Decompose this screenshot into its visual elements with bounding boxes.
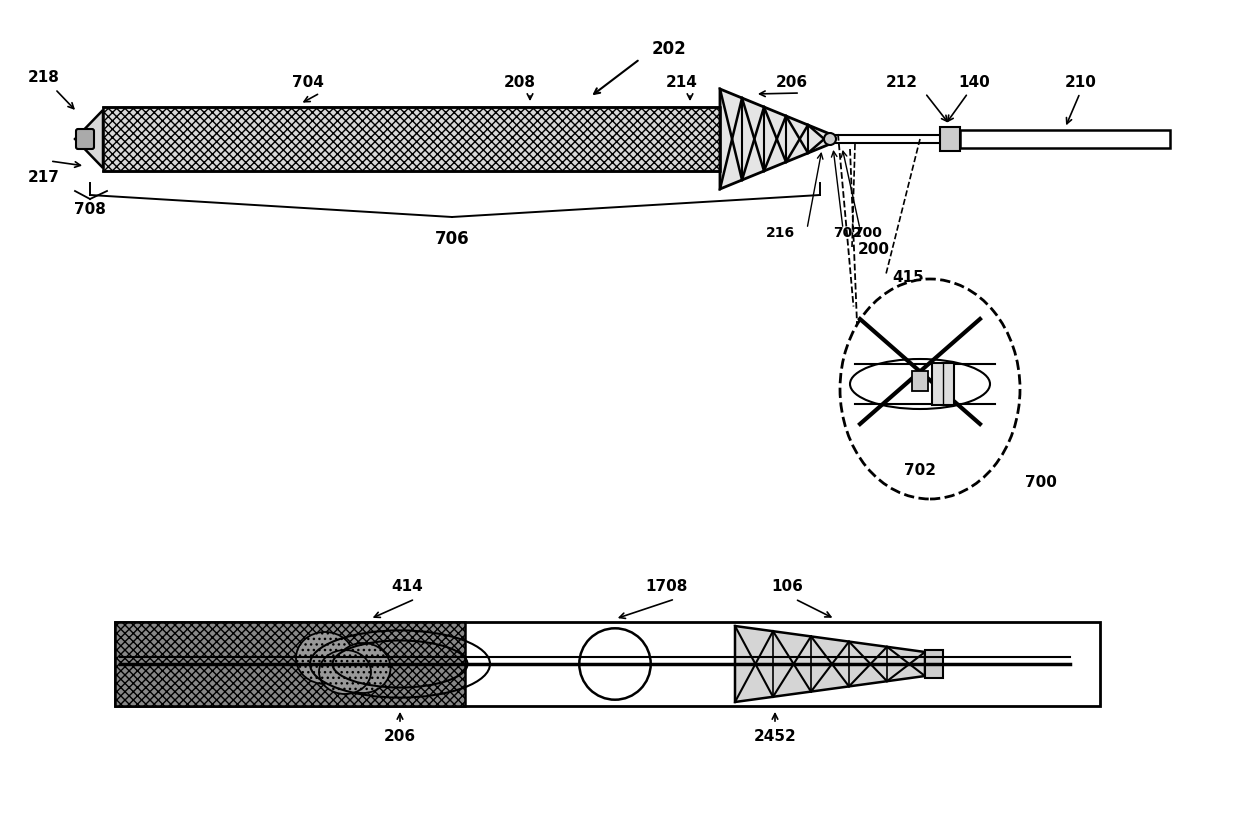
Text: 415: 415 (892, 269, 924, 285)
Bar (115, 622, 465, 706)
Text: 706: 706 (435, 229, 469, 247)
Text: 1708: 1708 (646, 578, 688, 593)
Text: 106: 106 (771, 578, 804, 593)
Bar (932, 364, 954, 405)
FancyBboxPatch shape (76, 130, 94, 150)
Bar (940, 128, 960, 152)
Text: 700: 700 (853, 226, 882, 240)
Text: 212: 212 (887, 75, 918, 90)
Polygon shape (735, 627, 925, 702)
Bar (103, 108, 720, 172)
Text: 702: 702 (833, 226, 862, 240)
Text: 700: 700 (1025, 474, 1056, 490)
Text: 206: 206 (776, 75, 808, 90)
Text: 140: 140 (959, 75, 990, 90)
Bar (960, 131, 1171, 149)
Text: 704: 704 (293, 75, 324, 90)
Circle shape (579, 628, 651, 700)
Text: 708: 708 (74, 201, 105, 217)
Circle shape (825, 133, 836, 146)
Bar (115, 622, 1100, 706)
Bar (103, 108, 720, 172)
Polygon shape (720, 90, 830, 190)
Text: 208: 208 (503, 75, 536, 90)
Text: 217: 217 (29, 170, 60, 185)
Text: 218: 218 (29, 70, 60, 85)
Text: 216: 216 (766, 226, 795, 240)
Bar (925, 650, 942, 678)
Text: 210: 210 (1065, 75, 1097, 90)
Text: 214: 214 (666, 75, 698, 90)
Text: 414: 414 (391, 578, 423, 593)
Bar (911, 372, 928, 391)
Text: 202: 202 (652, 40, 687, 58)
Polygon shape (74, 111, 103, 169)
Text: 2452: 2452 (754, 728, 796, 743)
Text: 206: 206 (384, 728, 417, 743)
Ellipse shape (296, 632, 353, 684)
Bar (115, 622, 465, 706)
Ellipse shape (319, 650, 371, 695)
Text: 200: 200 (858, 242, 890, 256)
Text: 702: 702 (904, 463, 936, 477)
Ellipse shape (849, 360, 990, 410)
Ellipse shape (839, 279, 1021, 500)
Ellipse shape (336, 643, 391, 693)
